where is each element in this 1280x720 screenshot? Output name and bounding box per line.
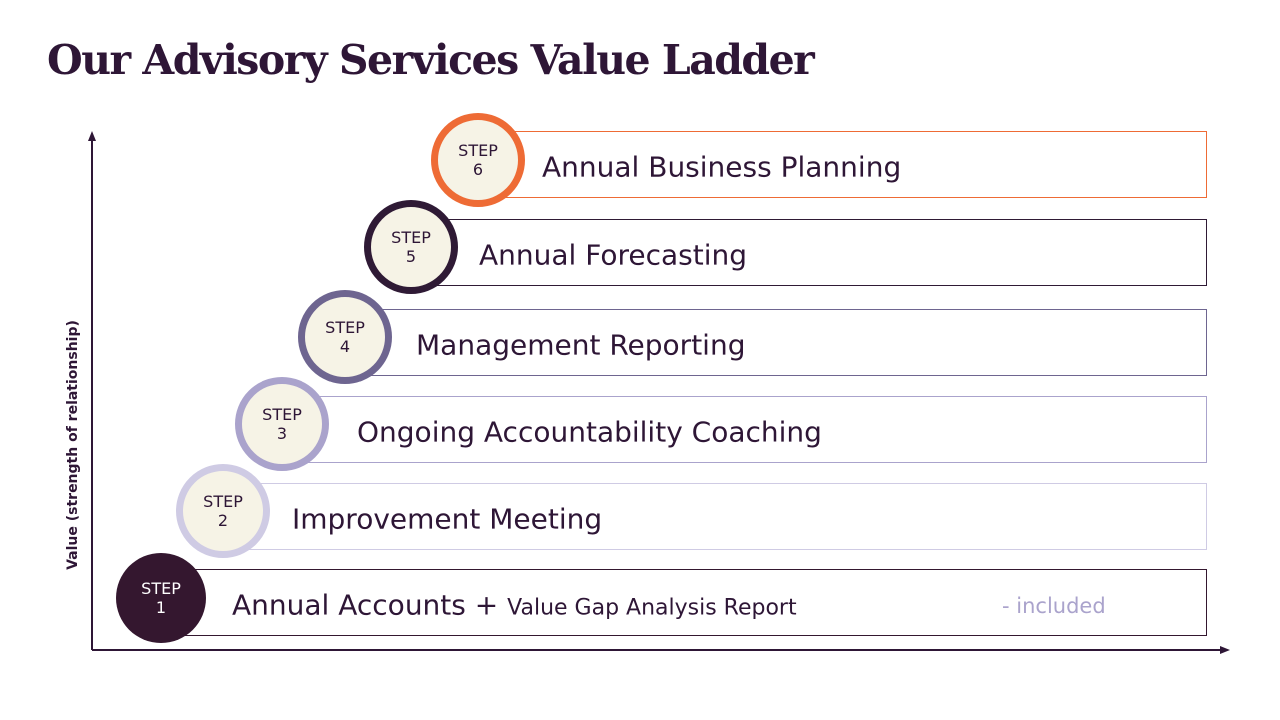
step-1-label: Annual Accounts + Value Gap Analysis Rep… bbox=[232, 589, 797, 622]
step-4-badge: STEP 4 bbox=[298, 290, 392, 384]
step-5-badge: STEP 5 bbox=[364, 200, 458, 294]
step-label-suffix: Value Gap Analysis Report bbox=[507, 595, 797, 621]
step-6-label: Annual Business Planning bbox=[542, 151, 901, 184]
step-label-text: Annual Accounts + bbox=[232, 588, 499, 622]
step-2-badge: STEP 2 bbox=[176, 464, 270, 558]
step-label-text: Ongoing Accountability Coaching bbox=[357, 415, 822, 449]
included-note: - included bbox=[1002, 594, 1106, 618]
step-3-badge: STEP 3 bbox=[235, 377, 329, 471]
step-number: 2 bbox=[217, 511, 229, 530]
step-4-label: Management Reporting bbox=[416, 329, 745, 362]
step-1-bar bbox=[161, 569, 1207, 636]
step-2-label: Improvement Meeting bbox=[292, 503, 602, 536]
step-word: STEP bbox=[262, 405, 302, 424]
step-label-text: Annual Business Planning bbox=[542, 150, 902, 184]
step-number: 6 bbox=[472, 160, 484, 179]
step-6-badge: STEP 6 bbox=[431, 113, 525, 207]
step-word: STEP bbox=[391, 228, 431, 247]
step-3-bar bbox=[282, 396, 1207, 463]
step-word: STEP bbox=[458, 141, 498, 160]
step-word: STEP bbox=[141, 579, 181, 598]
step-word: STEP bbox=[325, 318, 365, 337]
step-number: 4 bbox=[339, 337, 351, 356]
step-6-bar bbox=[478, 131, 1207, 198]
step-5-label: Annual Forecasting bbox=[479, 239, 747, 272]
y-axis-label: Value (strength of relationship) bbox=[65, 320, 81, 570]
step-4-bar bbox=[345, 309, 1207, 376]
step-5-bar bbox=[411, 219, 1207, 286]
step-number: 5 bbox=[405, 247, 417, 266]
step-2-bar bbox=[223, 483, 1207, 550]
step-label-text: Improvement Meeting bbox=[292, 502, 603, 536]
step-label-text: Management Reporting bbox=[416, 328, 746, 362]
step-number: 3 bbox=[276, 424, 288, 443]
page-title: Our Advisory Services Value Ladder bbox=[47, 36, 815, 84]
step-3-label: Ongoing Accountability Coaching bbox=[357, 416, 822, 449]
step-label-text: Annual Forecasting bbox=[479, 238, 748, 272]
step-number: 1 bbox=[155, 598, 167, 617]
step-1-badge: STEP 1 bbox=[116, 553, 206, 643]
step-word: STEP bbox=[203, 492, 243, 511]
